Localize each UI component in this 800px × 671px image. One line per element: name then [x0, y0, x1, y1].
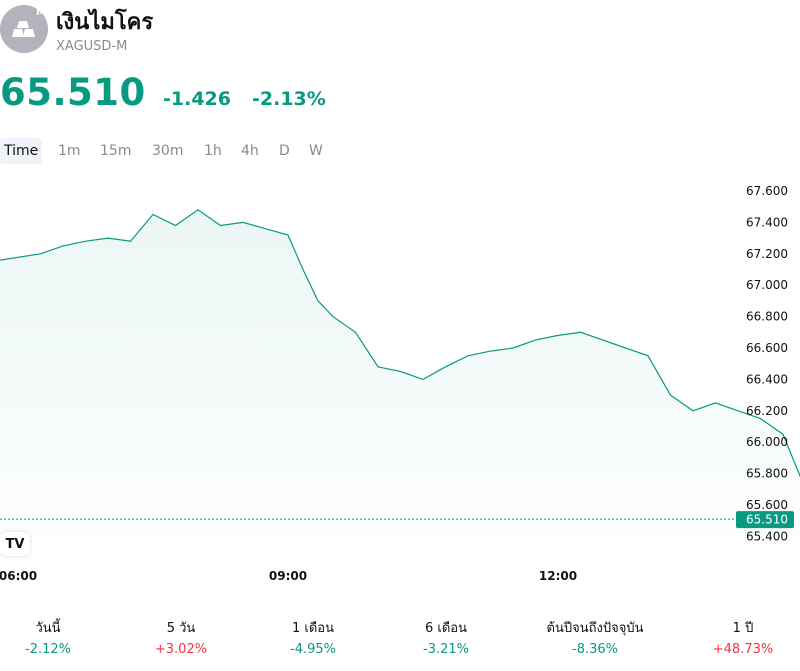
perf-today[interactable]: วันนี้ -2.12% [0, 618, 113, 660]
instrument-title: เงินไมโคร [56, 10, 154, 35]
perf-ytd[interactable]: ต้นปีจนถึงปัจจุบัน -8.36% [530, 618, 660, 660]
perf-label: 1 เดือน [292, 621, 334, 636]
perf-1-year[interactable]: 1 ปี +48.73% [678, 618, 800, 660]
y-tick-label: 67.200 [746, 247, 788, 261]
logo-badge: M [36, 7, 46, 18]
perf-value: -8.36% [572, 642, 618, 657]
last-price-badge [736, 511, 794, 529]
last-price: 65.510 [0, 71, 146, 114]
perf-5-days[interactable]: 5 วัน +3.02% [116, 618, 246, 660]
perf-value: -2.12% [25, 642, 71, 657]
y-tick-label: 66.400 [746, 372, 788, 386]
y-tick-label: 66.000 [746, 435, 788, 449]
instrument-symbol: XAGUSD-M [56, 39, 128, 54]
perf-label: 5 วัน [166, 621, 196, 636]
instrument-logo: M [0, 5, 48, 53]
perf-label: ต้นปีจนถึงปัจจุบัน [546, 621, 644, 636]
y-tick-label: 66.200 [746, 404, 788, 418]
perf-1-month[interactable]: 1 เดือน -4.95% [248, 618, 378, 660]
perf-6-months[interactable]: 6 เดือน -3.21% [381, 618, 511, 660]
tab-w[interactable]: W [309, 143, 323, 159]
perf-label: 1 ปี [732, 621, 754, 636]
x-tick-label: 12:00 [539, 569, 577, 583]
perf-value: -3.21% [423, 642, 469, 657]
last-price-badge-label: 65.510 [746, 513, 788, 527]
silver-bars-icon [12, 21, 35, 37]
price-chart[interactable]: 67.600 67.400 67.200 67.000 66.800 66.600 66.4… [0, 175, 800, 595]
x-tick-label: 06:00 [0, 569, 37, 583]
perf-value: -4.95% [290, 642, 336, 657]
x-tick-label: 09:00 [269, 569, 307, 583]
y-tick-label: 67.000 [746, 278, 788, 292]
price-change-percent: -2.13% [252, 88, 326, 110]
y-tick-label: 65.800 [746, 467, 788, 481]
perf-value: +48.73% [712, 642, 774, 657]
tab-30m[interactable]: 30m [152, 143, 184, 159]
price-area-fill [0, 209, 800, 535]
tab-time[interactable]: Time [0, 138, 43, 164]
perf-value: +3.02% [154, 642, 208, 657]
tab-1h[interactable]: 1h [204, 143, 222, 159]
tradingview-logo[interactable]: TV [0, 532, 30, 556]
tab-d[interactable]: D [279, 143, 290, 159]
y-tick-label: 65.600 [746, 498, 788, 512]
tab-4h[interactable]: 4h [241, 143, 259, 159]
y-tick-label: 66.600 [746, 341, 788, 355]
price-line [0, 209, 800, 478]
perf-label: วันนี้ [35, 621, 61, 636]
y-tick-label: 67.600 [746, 184, 788, 198]
y-tick-label: 65.400 [746, 529, 788, 543]
y-tick-label: 67.400 [746, 215, 788, 229]
tab-1m[interactable]: 1m [58, 143, 81, 159]
y-tick-label: 66.800 [746, 310, 788, 324]
perf-label: 6 เดือน [425, 621, 467, 636]
tab-15m[interactable]: 15m [100, 143, 132, 159]
instrument-header: M เงินไมโคร XAGUSD-M [0, 0, 800, 70]
performance-strip: วันนี้ -2.12% 5 วัน +3.02% 1 เดือน -4.95… [0, 618, 800, 668]
price-change: -1.426 [163, 88, 231, 110]
